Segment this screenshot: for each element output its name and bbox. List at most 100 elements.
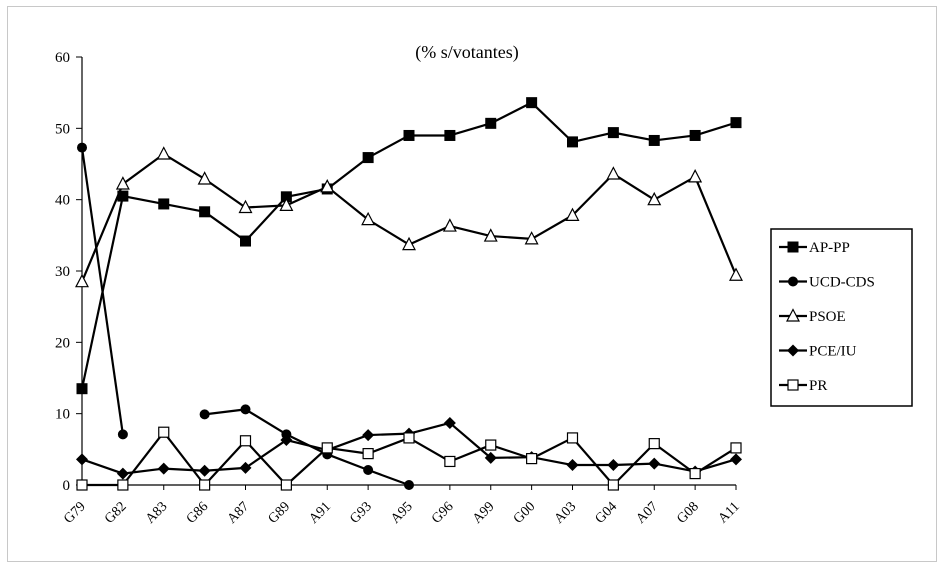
- x-tick-label: A95: [388, 499, 416, 527]
- data-point: [197, 171, 212, 185]
- legend-label: PR: [809, 378, 827, 394]
- x-tick-label: A07: [633, 499, 661, 527]
- series-line: [80, 147, 124, 435]
- data-point: [688, 169, 703, 183]
- x-tick-label: A87: [225, 499, 253, 527]
- legend-label: UCD-CDS: [809, 275, 875, 291]
- x-tick-label: G86: [184, 499, 212, 527]
- data-point: [362, 448, 374, 460]
- x-tick-label: A91: [306, 499, 334, 527]
- data-point: [240, 404, 251, 415]
- data-point: [239, 461, 252, 474]
- data-point: [76, 453, 88, 466]
- data-point: [730, 453, 742, 466]
- x-tick-label: A11: [716, 499, 743, 526]
- y-tick-label: 10: [55, 407, 70, 423]
- data-point: [607, 479, 619, 491]
- data-point: [442, 218, 457, 232]
- y-tick-label: 50: [55, 121, 70, 137]
- x-tick-label: G89: [266, 499, 294, 527]
- legend: AP-PP UCD-CDS PSOE PCE/IU PR: [770, 228, 913, 407]
- x-tick-label: G79: [61, 499, 89, 527]
- data-point: [157, 462, 170, 475]
- data-point: [199, 206, 211, 218]
- data-point: [117, 429, 128, 440]
- data-point: [443, 416, 456, 429]
- data-point: [647, 191, 662, 206]
- data-point: [648, 457, 661, 470]
- data-point: [787, 344, 799, 357]
- data-point: [485, 439, 497, 451]
- x-tick-label: A83: [143, 499, 171, 527]
- y-tick-label: 30: [55, 264, 70, 280]
- data-point: [444, 129, 456, 141]
- legend-item: PCE/IU: [779, 344, 857, 360]
- axes: 0 10 20 30 40 50 60 G79 G82 A83 G86 A87 G89 A91 G93 A95…: [55, 50, 743, 527]
- data-point: [606, 166, 621, 180]
- series-line: [80, 152, 738, 283]
- data-point: [787, 241, 799, 253]
- x-tick-label: G00: [511, 499, 539, 527]
- data-point: [565, 207, 580, 221]
- data-point: [607, 459, 620, 472]
- data-point: [239, 435, 252, 447]
- legend-label: AP-PP: [809, 240, 850, 256]
- x-tick-label: G04: [593, 499, 621, 527]
- data-point: [524, 231, 539, 245]
- series-ap-pp: [76, 97, 742, 395]
- data-point: [238, 199, 253, 214]
- data-point: [115, 176, 130, 190]
- data-point: [787, 379, 799, 391]
- data-point: [403, 129, 415, 141]
- data-point: [730, 117, 742, 129]
- series-layer: [75, 97, 743, 491]
- data-point: [483, 228, 498, 242]
- data-point: [444, 455, 456, 468]
- series-line: [204, 408, 410, 487]
- chart-title: (% s/votantes): [415, 42, 518, 63]
- y-tick-label: 40: [55, 193, 70, 209]
- data-point: [199, 409, 210, 420]
- data-point: [158, 426, 170, 438]
- data-point: [648, 134, 660, 146]
- data-point: [361, 211, 376, 226]
- y-tick-label: 20: [55, 335, 70, 351]
- data-point: [158, 198, 170, 210]
- data-point: [116, 467, 129, 480]
- data-point: [363, 465, 374, 476]
- data-point: [320, 179, 335, 193]
- data-point: [402, 236, 416, 251]
- data-point: [362, 152, 374, 164]
- legend-item: PSOE: [779, 308, 846, 325]
- y-tick-label: 0: [63, 478, 71, 494]
- data-point: [526, 453, 538, 465]
- data-point: [566, 432, 579, 444]
- data-point: [117, 479, 129, 491]
- data-point: [404, 480, 414, 490]
- data-point: [566, 459, 579, 472]
- data-point: [240, 235, 251, 247]
- data-point: [689, 129, 701, 141]
- y-tick-label: 60: [55, 50, 70, 66]
- data-point: [156, 146, 171, 160]
- x-tick-label: G08: [674, 499, 702, 527]
- legend-label: PSOE: [809, 309, 846, 325]
- data-point: [279, 197, 294, 211]
- data-point: [786, 308, 800, 322]
- data-point: [567, 136, 578, 148]
- x-tick-label: G82: [102, 499, 130, 527]
- legend-item: AP-PP: [779, 240, 850, 256]
- data-point: [199, 479, 211, 491]
- data-point: [526, 97, 538, 109]
- data-point: [607, 127, 619, 139]
- data-point: [403, 432, 415, 444]
- data-point: [729, 267, 743, 281]
- data-point: [76, 383, 88, 395]
- data-point: [362, 429, 375, 442]
- data-point: [689, 467, 701, 480]
- data-point: [730, 442, 742, 454]
- data-point: [198, 464, 211, 477]
- legend-item: UCD-CDS: [779, 275, 875, 291]
- data-point: [648, 438, 660, 450]
